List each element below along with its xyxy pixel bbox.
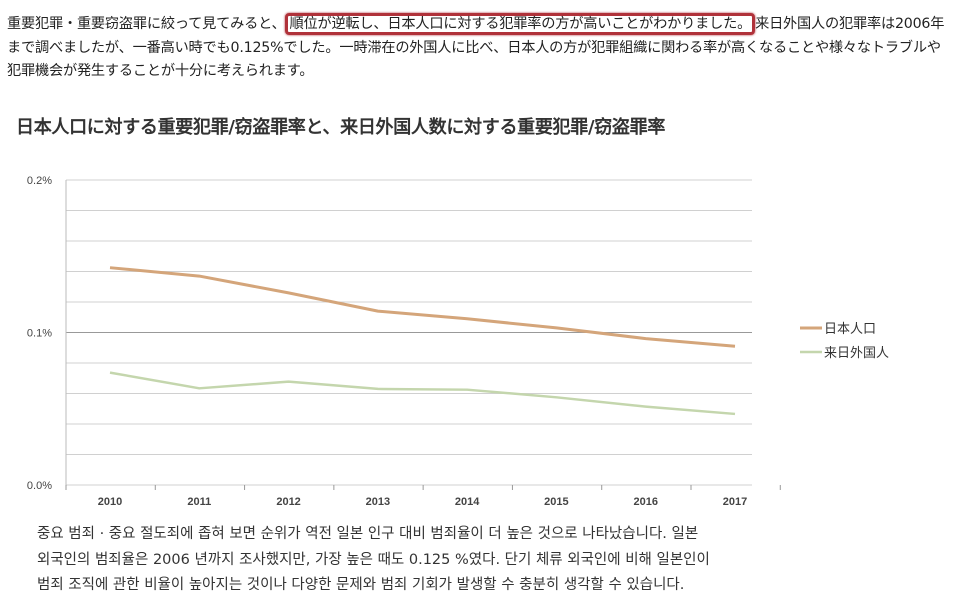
korean-line: 중요 범죄 · 중요 절도죄에 좁혀 보면 순위가 역전 일본 인구 대비 범죄… <box>37 526 699 542</box>
chart-title: 日本人口に対する重要犯罪/窃盗罪率と、来日外国人数に対する重要犯罪/窃盗罪率 <box>16 117 666 138</box>
x-tick-label: 2013 <box>366 496 390 508</box>
x-tick-label: 2017 <box>723 496 747 508</box>
x-tick-label: 2010 <box>98 496 122 508</box>
intro-text-after: 来日外国人の犯罪率は2006年まで調べましたが、一番高い時でも0.125%でした… <box>7 16 945 79</box>
y-tick-label: 0.1% <box>27 328 52 340</box>
x-tick-label: 2011 <box>187 496 211 508</box>
highlighted-text: 順位が逆転し、日本人口に対する犯罪率の方が高いことがわかりました。 <box>285 13 756 35</box>
intro-text-before: 重要犯罪・重要窃盗罪に絞って見てみると、 <box>7 16 286 32</box>
line-chart: 0.2% 0.1% 0.0% 2010 2011 2012 2013 2014 2015 2016… <box>27 175 889 508</box>
korean-translation: 중요 범죄 · 중요 절도죄에 좁혀 보면 순위가 역전 일본 인구 대비 범죄… <box>37 522 837 599</box>
legend-label: 日本人口 <box>824 322 876 337</box>
legend-label: 来日外国人 <box>824 346 889 361</box>
x-tick-label: 2012 <box>276 496 300 508</box>
x-tick-label: 2015 <box>544 496 568 508</box>
series-line-japan <box>109 266 736 348</box>
korean-line: 외국인의 범죄율은 2006 년까지 조사했지만, 가장 높은 때도 0.125… <box>37 551 710 568</box>
series-line-foreign <box>109 371 736 416</box>
korean-line: 범죄 조직에 관한 비율이 높아지는 것이나 다양한 문제와 범죄 기회가 발생… <box>37 577 685 593</box>
x-tick-label: 2014 <box>455 496 480 508</box>
y-tick-label: 0.2% <box>27 175 52 187</box>
y-tick-label: 0.0% <box>27 480 52 492</box>
x-tick-label: 2016 <box>633 496 657 508</box>
intro-paragraph: 重要犯罪・重要窃盗罪に絞って見てみると、 順位が逆転し、日本人口に対する犯罪率の方… <box>7 13 952 84</box>
